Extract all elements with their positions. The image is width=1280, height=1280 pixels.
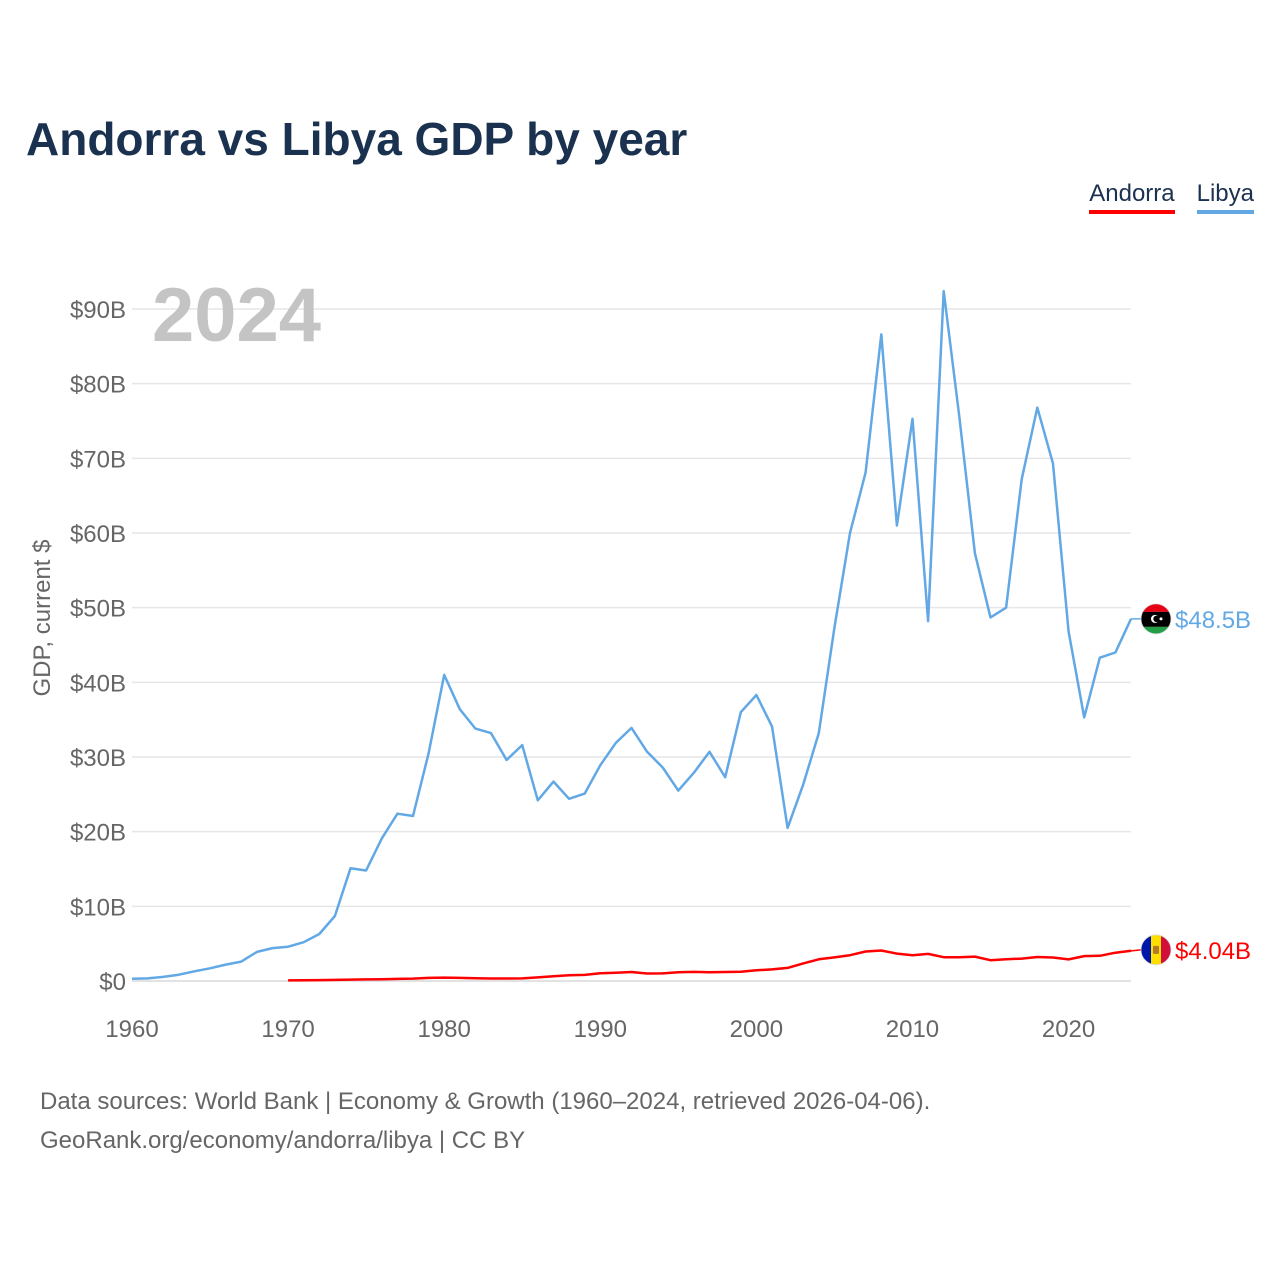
y-axis-label: GDP, current $	[29, 540, 56, 697]
x-tick-label: 1980	[417, 1016, 470, 1043]
y-tick-label: $40B	[70, 670, 126, 697]
y-tick-label: $80B	[70, 372, 126, 399]
source-line-2[interactable]: GeoRank.org/economy/andorra/libya | CC B…	[40, 1127, 526, 1154]
plot-area: $0 $10B $20B $30B $40B $50B $60B $70B $80B $90B 1…	[29, 289, 1251, 1043]
end-connector	[1130, 949, 1142, 952]
series-line-andorra[interactable]	[288, 949, 1132, 982]
andorra-flag-icon	[1141, 934, 1171, 965]
series-line-libya[interactable]	[131, 289, 1133, 981]
x-tick-label: 2010	[886, 1016, 939, 1043]
y-tick-label: $50B	[70, 596, 126, 623]
x-tick-label: 2020	[1042, 1016, 1095, 1043]
gridlines	[132, 308, 1131, 982]
y-tick-label: $20B	[70, 820, 126, 847]
legend: Andorra Libya	[1089, 180, 1254, 214]
x-tick-label: 2000	[730, 1016, 783, 1043]
y-tick-label: $70B	[70, 446, 126, 473]
chart-title: Andorra vs Libya GDP by year	[26, 113, 688, 165]
legend-item-libya[interactable]: Libya	[1196, 180, 1254, 214]
x-tick-label: 1990	[574, 1016, 627, 1043]
libya-flag-icon	[1141, 603, 1171, 634]
end-value-label-libya: $48.5B	[1175, 607, 1251, 634]
y-tick-label: $10B	[70, 894, 126, 921]
legend-item-andorra[interactable]: Andorra	[1089, 180, 1175, 214]
y-tick-label: $90B	[70, 297, 126, 324]
y-axis-ticks: $0 $10B $20B $30B $40B $50B $60B $70B $80B $90B	[70, 297, 126, 996]
source-line-1: Data sources: World Bank | Economy & Gro…	[40, 1088, 931, 1115]
series-end-markers: $4.04B $48.5B	[1130, 603, 1251, 966]
data-source: Data sources: World Bank | Economy & Gro…	[40, 1082, 930, 1160]
x-axis-ticks: 1960 1970 1980 1990 2000 2010 2020	[105, 1016, 1095, 1043]
x-tick-label: 1960	[105, 1016, 158, 1043]
year-watermark: 2024	[152, 273, 322, 358]
x-tick-label: 1970	[261, 1016, 314, 1043]
end-value-label-andorra: $4.04B	[1175, 938, 1251, 965]
y-tick-label: $30B	[70, 745, 126, 772]
series-lines	[131, 289, 1133, 982]
y-tick-label: $0	[99, 969, 126, 996]
y-tick-label: $60B	[70, 521, 126, 548]
